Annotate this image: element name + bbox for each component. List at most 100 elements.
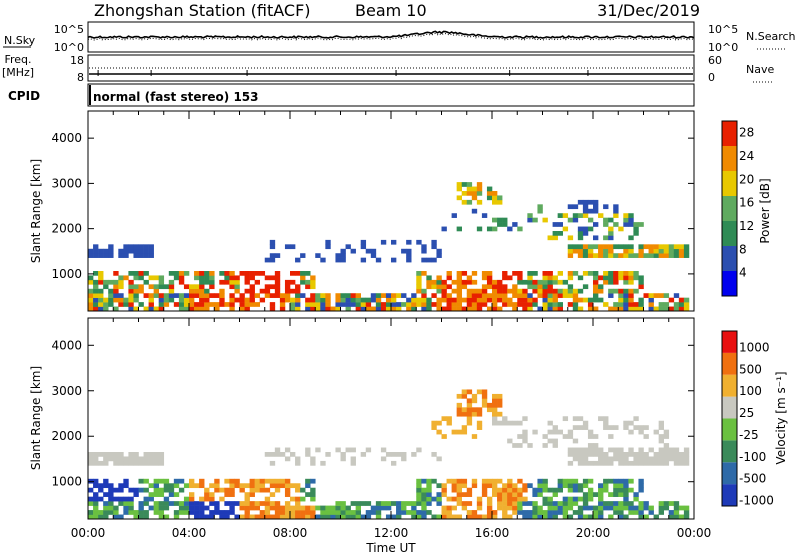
heatmap-cell (613, 478, 619, 484)
heatmap-cell (613, 302, 619, 307)
heatmap-cell (133, 248, 139, 254)
y-tick-label: 3000 (51, 384, 82, 398)
heatmap-cell (305, 510, 311, 515)
heatmap-cell (209, 293, 215, 298)
heatmap-cell (648, 248, 654, 254)
heatmap-cell (492, 420, 498, 426)
heatmap-cell (416, 271, 422, 276)
heatmap-cell (683, 302, 690, 307)
heatmap-cell (244, 302, 250, 307)
heatmap-cell (608, 235, 614, 241)
heatmap-cell (471, 279, 478, 285)
heatmap-cell (593, 253, 599, 258)
heatmap-cell (517, 487, 523, 493)
heatmap-cell (648, 447, 654, 453)
heatmap-cell (593, 434, 599, 439)
heatmap-cell (128, 460, 134, 466)
heatmap-cell (638, 452, 644, 457)
heatmap-cell (542, 293, 548, 298)
nave-label: Nave (746, 63, 774, 76)
heatmap-cell (103, 248, 109, 254)
heatmap-cell (401, 302, 407, 307)
heatmap-cell (138, 248, 144, 254)
heatmap-cell (113, 284, 119, 290)
heatmap-cell (108, 253, 114, 258)
heatmap-cell (310, 505, 316, 511)
heatmap-cell (224, 501, 230, 506)
heatmap-cell (204, 306, 210, 312)
heatmap-cell (249, 293, 255, 298)
heatmap-cell (628, 478, 634, 484)
heatmap-cell (355, 514, 361, 520)
heatmap-cell (300, 253, 306, 258)
heatmap-cell (189, 505, 195, 511)
heatmap-cell (118, 460, 124, 466)
heatmap-cell (643, 434, 649, 439)
heatmap-cell (365, 447, 372, 453)
heatmap-cell (148, 496, 154, 502)
heatmap-cell (678, 297, 685, 303)
heatmap-cell (93, 279, 99, 285)
colorbar-tick-label: -100 (739, 450, 766, 464)
heatmap-cell (436, 297, 442, 303)
heatmap-cell (497, 402, 503, 408)
heatmap-cell (486, 191, 493, 196)
heatmap-cell (683, 253, 690, 258)
heatmap-cell (133, 306, 139, 312)
heatmap-cell (492, 510, 498, 515)
heatmap-cell (300, 279, 306, 285)
heatmap-cell (618, 514, 624, 520)
cpid-panel-frame (87, 83, 695, 107)
heatmap-cell (441, 297, 447, 303)
heatmap-cell (502, 302, 508, 307)
heatmap-cell (88, 288, 94, 294)
heatmap-cell (290, 510, 296, 515)
heatmap-cell (360, 501, 367, 506)
heatmap-cell (355, 510, 361, 515)
heatmap-cell (290, 297, 296, 303)
heatmap-cell (683, 514, 690, 520)
heatmap-cell (598, 514, 604, 520)
heatmap-cell (138, 275, 144, 281)
heatmap-cell (421, 302, 427, 307)
heatmap-cell (577, 231, 584, 236)
heatmap-cell (567, 302, 574, 307)
heatmap-cell (436, 302, 442, 307)
heatmap-cell (678, 452, 685, 457)
heatmap-cell (88, 496, 94, 502)
heatmap-cell (158, 505, 165, 511)
heatmap-cell (279, 297, 286, 303)
heatmap-cell (244, 279, 250, 285)
heatmap-cell (628, 288, 634, 294)
heatmap-cell (98, 253, 104, 258)
heatmap-cell (502, 487, 508, 493)
heatmap-cell (567, 253, 574, 258)
heatmap-cell (603, 425, 609, 430)
heatmap-cell (608, 271, 614, 276)
heatmap-cell (310, 478, 316, 484)
heatmap-cell (411, 510, 417, 515)
heatmap-cell (426, 510, 432, 515)
heatmap-cell (456, 429, 462, 435)
heatmap-cell (163, 302, 170, 307)
heatmap-cell (633, 226, 639, 232)
heatmap-cell (199, 496, 205, 502)
heatmap-cell (310, 306, 316, 312)
heatmap-cell (461, 425, 468, 430)
heatmap-cell (103, 302, 109, 307)
heatmap-cell (638, 460, 644, 466)
heatmap-cell (128, 510, 134, 515)
heatmap-cell (199, 306, 205, 312)
heatmap-cell (305, 478, 311, 484)
heatmap-cell (492, 297, 498, 303)
heatmap-cell (658, 248, 664, 254)
heatmap-cell (153, 288, 159, 294)
heatmap-cell (618, 306, 624, 312)
heatmap-cell (168, 483, 175, 489)
heatmap-cell (103, 284, 109, 290)
heatmap-cell (587, 452, 594, 457)
heatmap-cell (108, 279, 114, 285)
heatmap-cell (214, 302, 220, 307)
colorbar-tick-label: 500 (739, 362, 762, 376)
heatmap-cell (628, 271, 634, 276)
